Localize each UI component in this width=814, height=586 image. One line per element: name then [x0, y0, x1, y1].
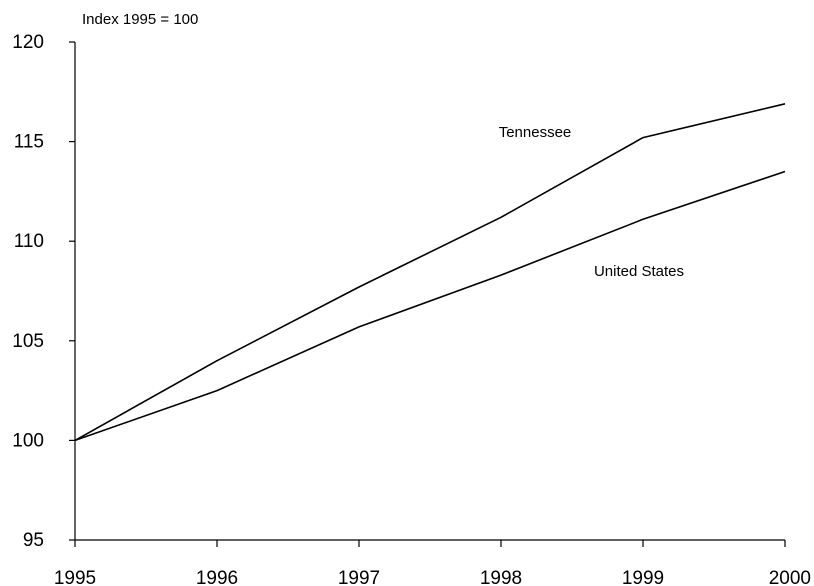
- y-tick-label: 110: [14, 231, 44, 252]
- y-tick-label: 95: [23, 530, 44, 551]
- y-ticks: 95 100 105 110 115 120: [12, 32, 75, 551]
- series-labels: Tennessee United States: [499, 124, 684, 280]
- x-tick-label: 1995: [54, 568, 96, 586]
- x-tick-label: 1997: [338, 568, 380, 586]
- x-ticks: 1995 1996 1997 1998 1999 2000: [54, 540, 811, 586]
- x-tick-label: 1999: [622, 568, 664, 586]
- series-line-tennessee: [74, 103, 786, 442]
- x-tick-label: 2000: [769, 568, 811, 586]
- y-axis-label: Index 1995 = 100: [82, 11, 198, 28]
- y-tick-label: 100: [12, 430, 44, 451]
- y-tick-label: 115: [14, 132, 44, 153]
- series-line-united-states: [74, 170, 786, 442]
- y-tick-label: 120: [12, 32, 44, 53]
- x-tick-label: 1998: [480, 568, 522, 586]
- series-label-united-states: United States: [594, 263, 684, 280]
- series-group: [74, 103, 786, 442]
- y-tick-label: 105: [12, 331, 44, 352]
- series-label-tennessee: Tennessee: [499, 124, 572, 141]
- x-tick-label: 1996: [196, 568, 238, 586]
